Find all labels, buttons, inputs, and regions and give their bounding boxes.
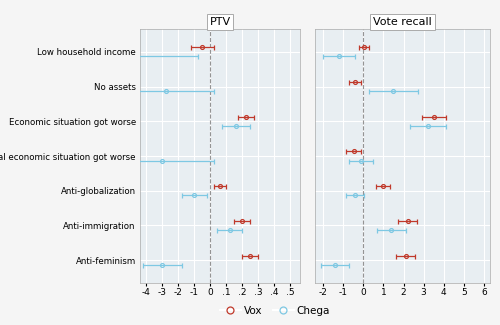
Title: PTV: PTV <box>210 17 231 27</box>
Title: Vote recall: Vote recall <box>373 17 432 27</box>
Legend: Vox, Chega: Vox, Chega <box>216 302 334 320</box>
